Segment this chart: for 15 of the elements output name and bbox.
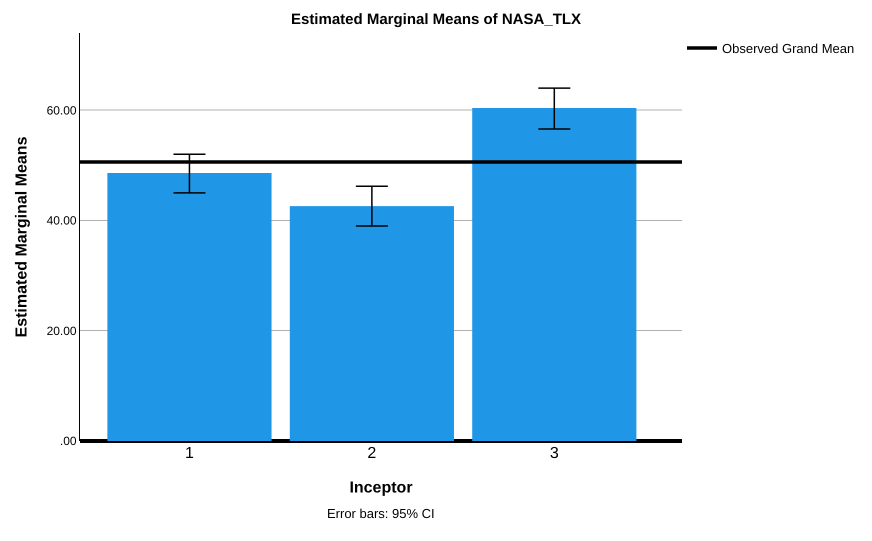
y-axis-title: Estimated Marginal Means [13,136,30,338]
text: Error bars: 95% CI [327,506,435,521]
y-tick-label: 60.00 [46,103,77,118]
x-tick-label: 2 [367,445,376,462]
x-axis-title: Inceptor [349,480,413,497]
y-tick-label: .00 [60,434,77,448]
legend-label: Observed Grand Mean [722,41,854,56]
bar [107,173,272,441]
x-tick-label: 1 [184,445,194,462]
bar [290,206,454,441]
y-tick-label: 40.00 [46,214,77,228]
y-tick-label: 20.00 [46,324,77,338]
bar [472,108,636,441]
chart-title: Estimated Marginal Means of NASA_TLX [290,11,582,28]
x-tick-label: 3 [550,445,559,462]
